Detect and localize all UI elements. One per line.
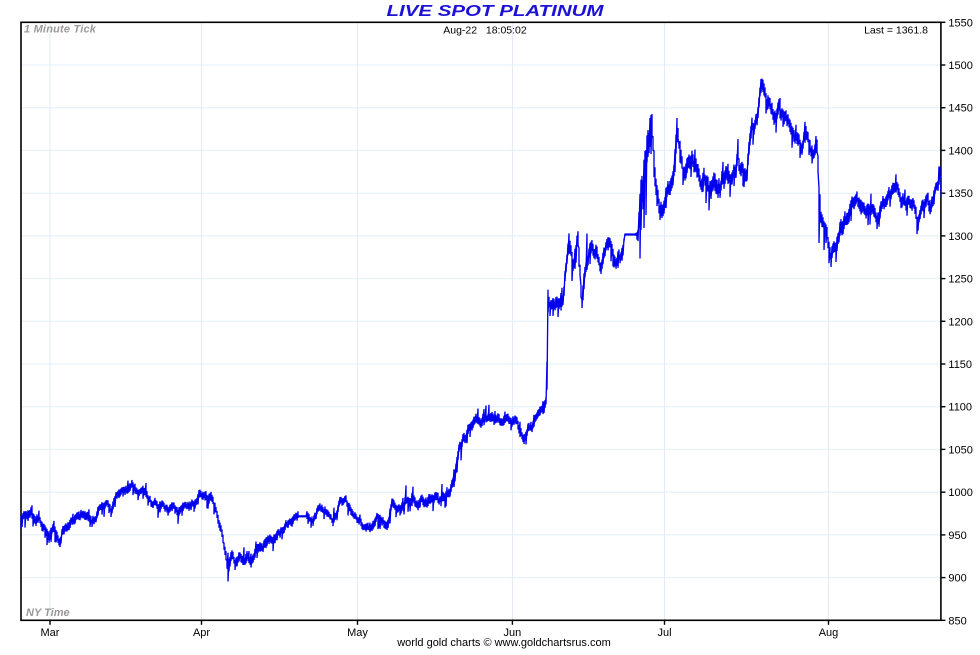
svg-text:Apr: Apr bbox=[193, 627, 210, 639]
svg-text:1100: 1100 bbox=[948, 402, 972, 414]
svg-text:Last = 1361.8: Last = 1361.8 bbox=[864, 25, 928, 37]
svg-text:LIVE SPOT PLATINUM: LIVE SPOT PLATINUM bbox=[387, 3, 605, 20]
svg-text:850: 850 bbox=[948, 615, 966, 627]
svg-text:1450: 1450 bbox=[948, 103, 972, 115]
svg-text:1000: 1000 bbox=[948, 487, 972, 499]
svg-text:1500: 1500 bbox=[948, 60, 972, 72]
svg-text:May: May bbox=[347, 627, 368, 639]
svg-text:NY Time: NY Time bbox=[26, 607, 70, 619]
svg-text:Aug-22 18:05:02: Aug-22 18:05:02 bbox=[443, 25, 527, 37]
svg-text:1 Minute Tick: 1 Minute Tick bbox=[24, 24, 97, 36]
svg-text:1300: 1300 bbox=[948, 231, 972, 243]
svg-text:950: 950 bbox=[948, 530, 966, 542]
svg-text:1150: 1150 bbox=[948, 359, 972, 371]
svg-text:1200: 1200 bbox=[948, 316, 972, 328]
svg-text:Mar: Mar bbox=[41, 627, 60, 639]
svg-text:world gold charts © www.goldch: world gold charts © www.goldchartsrus.co… bbox=[396, 637, 611, 649]
svg-text:Aug: Aug bbox=[819, 627, 839, 639]
svg-text:Jul: Jul bbox=[657, 627, 671, 639]
svg-text:1550: 1550 bbox=[948, 17, 972, 29]
svg-text:1050: 1050 bbox=[948, 444, 972, 456]
svg-text:1400: 1400 bbox=[948, 145, 972, 157]
svg-text:900: 900 bbox=[948, 573, 966, 585]
svg-text:1350: 1350 bbox=[948, 188, 972, 200]
svg-text:Jun: Jun bbox=[504, 627, 522, 639]
svg-text:1250: 1250 bbox=[948, 274, 972, 286]
